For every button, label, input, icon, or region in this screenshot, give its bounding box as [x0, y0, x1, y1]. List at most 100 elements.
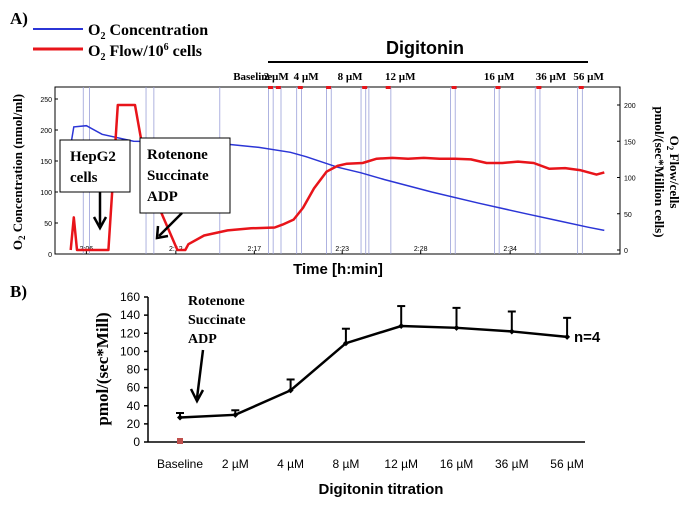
step-label: 8 µM [338, 71, 364, 83]
right-axis-ticks: 200 150 100 50 0 [617, 103, 636, 255]
rotenone-b-line3: ADP [188, 332, 217, 347]
step-label: 16 µM [484, 71, 515, 83]
panel-a-right-ylabel-line1: O2 Flow/cells [665, 136, 682, 209]
legend-label-o2-flow: O2 Flow/106 cells [88, 42, 202, 63]
panel-b-label: B) [10, 282, 27, 301]
step-label: 4 µM [294, 71, 320, 83]
hepg2-text-line2: cells [70, 170, 98, 186]
right-tick-label: 0 [624, 248, 628, 255]
rotenone-b-line2: Succinate [188, 313, 246, 328]
rotenone-box-a [139, 137, 231, 214]
rotenone-a-line1: Rotenone [147, 147, 208, 163]
event-marker-dot [578, 86, 584, 89]
panel-b-y-tick-label: 80 [127, 363, 141, 377]
panel-b-data-point [342, 340, 349, 347]
left-axis-ticks: 250 200 150 100 50 0 [40, 97, 58, 259]
panel-b-y-ticks: 0 20 40 60 80 100 120 140 160 [120, 290, 148, 449]
left-tick-label: 0 [48, 252, 52, 259]
panel-b-y-tick-label: 160 [120, 290, 140, 304]
event-marker-dot [268, 86, 274, 89]
panel-b-ylabel: pmol/(sec*Mill) [93, 312, 112, 425]
right-tick-label: 150 [624, 139, 636, 146]
left-tick-label: 200 [40, 128, 52, 135]
right-tick-label: 100 [624, 176, 636, 183]
time-tick-label: 2:17 [248, 246, 262, 253]
rotenone-annotation-b: Rotenone Succinate ADP [188, 294, 246, 404]
panel-b-x-label: 16 µM [440, 457, 474, 471]
rotenone-a-arrow-head-icon [155, 225, 169, 240]
event-marker-dot [385, 86, 391, 89]
left-tick-label: 150 [40, 159, 52, 166]
event-marker-dot [536, 86, 542, 89]
panel-a-xlabel: Time [h:min] [293, 261, 383, 278]
panel-b-x-label: 8 µM [332, 457, 359, 471]
panel-b-y-tick-label: 100 [120, 344, 140, 358]
event-marker-dot [275, 86, 281, 89]
panel-b-x-label: 36 µM [495, 457, 529, 471]
event-marker-dots [268, 86, 584, 89]
rotenone-b-arrow-shaft [195, 349, 205, 399]
panel-b-data-point [398, 323, 405, 329]
panel-b-x-label: 56 µM [550, 457, 584, 471]
rotenone-a-arrow-shaft [158, 212, 183, 237]
event-marker-dot [451, 86, 457, 89]
hepg2-annotation: HepG2 cells [59, 139, 131, 231]
panel-b-data-point [287, 387, 294, 394]
left-tick-label: 50 [44, 221, 52, 228]
legend-label-o2-concentration: O2 Concentration [88, 22, 208, 42]
panel-b-data-point [232, 411, 239, 418]
panel-b-x-label: 4 µM [277, 457, 304, 471]
step-label: Baseline [233, 71, 272, 83]
event-marker-dot [495, 86, 501, 89]
panel-b-error-bars [176, 305, 572, 418]
right-tick-label: 50 [624, 212, 632, 219]
time-tick-label: 2:28 [414, 246, 428, 253]
panel-a-legend: O2 Concentration O2 Flow/106 cells [33, 22, 208, 63]
panel-b-titration-line [179, 324, 568, 419]
panel-b-y-tick-label: 20 [127, 417, 141, 431]
panel-b-xlabel: Digitonin titration [319, 481, 444, 498]
time-tick-label: 2:23 [335, 246, 349, 253]
panel-b-markers [177, 323, 571, 444]
rotenone-b-arrow-head-icon [189, 388, 205, 404]
panel-b-y-tick-label: 40 [127, 399, 141, 413]
panel-b-baseline-marker [177, 438, 183, 444]
panel-b-data-point [177, 414, 183, 421]
panel-b-data-point [453, 324, 460, 331]
rotenone-a-line2: Succinate [147, 168, 209, 184]
hepg2-text-line1: HepG2 [70, 149, 116, 165]
rotenone-b-line1: Rotenone [188, 294, 245, 309]
step-label: 56 µM [573, 71, 604, 83]
time-tick-label: 2:34 [503, 246, 517, 253]
panel-b-y-tick-label: 60 [127, 381, 141, 395]
left-tick-label: 100 [40, 190, 52, 197]
panel-b-x-label: 2 µM [222, 457, 249, 471]
rotenone-a-line3: ADP [147, 189, 178, 205]
event-marker-dot [297, 86, 303, 89]
panel-b-x-label: Baseline [157, 457, 203, 471]
rotenone-annotation-a: Rotenone Succinate ADP [139, 137, 231, 240]
event-marker-dot [326, 86, 332, 89]
panel-a-left-ylabel: O2 Concentration (nmol/ml) [10, 94, 27, 250]
panel-a-right-ylabel-line2: pmol/(sec*Million cells) [652, 106, 667, 237]
panel-a-label: A) [10, 9, 28, 28]
o2-concentration-trace [69, 124, 605, 232]
step-label: 36 µM [536, 71, 567, 83]
panel-b-y-tick-label: 140 [120, 308, 140, 322]
panel-b-data-point [564, 333, 571, 340]
panel-b-x-labels: Baseline 2 µM 4 µM 8 µM 12 µM 16 µM 36 µM 56 µM [157, 457, 584, 471]
panel-b-x-label: 12 µM [384, 457, 418, 471]
panel-b-y-tick-label: 0 [133, 435, 140, 449]
digitonin-label: Digitonin [386, 38, 464, 58]
step-label: 12 µM [385, 71, 416, 83]
hepg2-box [59, 139, 131, 193]
left-tick-label: 250 [40, 97, 52, 104]
hepg2-arrow-head-icon [92, 216, 108, 231]
panel-b-y-tick-label: 120 [120, 326, 140, 340]
panel-b-data-point [508, 328, 515, 335]
right-tick-label: 200 [624, 103, 636, 110]
event-marker-dot [362, 86, 368, 89]
step-label: 2 µM [264, 71, 290, 83]
